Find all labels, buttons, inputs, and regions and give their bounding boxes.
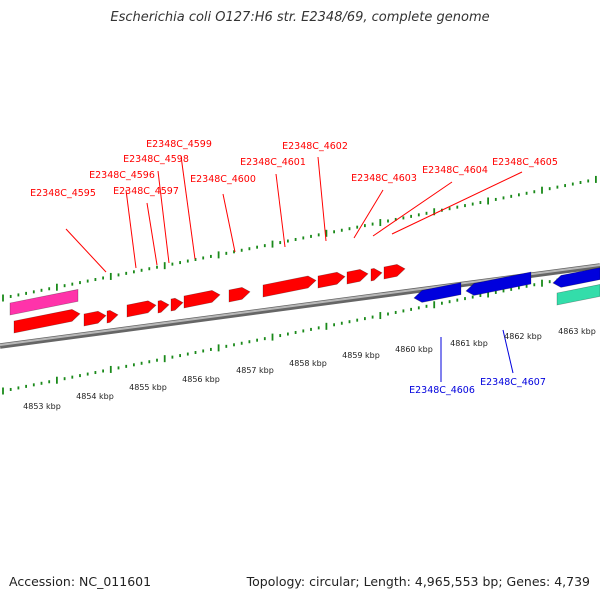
gene-label[interactable]: E2348C_4597 [113, 186, 179, 197]
map-title: Escherichia coli O127:H6 str. E2348/69, … [110, 10, 490, 25]
gene-arrow[interactable] [126, 300, 157, 318]
gene-arrow[interactable] [170, 297, 184, 312]
gene-label-leader [502, 329, 514, 374]
gene-arrow[interactable] [383, 264, 406, 280]
gene-arrow[interactable] [370, 268, 383, 282]
kbp-label: 4862 kbp [504, 332, 542, 341]
gene-label-leader [275, 173, 286, 248]
gene-label[interactable]: E2348C_4603 [351, 173, 417, 184]
gene-arrow[interactable] [262, 275, 317, 298]
kbp-label: 4860 kbp [395, 345, 433, 354]
accession-text: Accession: NC_011601 [9, 574, 152, 589]
gene-arrow[interactable] [83, 310, 107, 327]
upper-tick-track [2, 175, 597, 302]
gene-label[interactable]: E2348C_4598 [123, 154, 189, 165]
gene-arrow-reverse[interactable] [413, 282, 462, 303]
gene-label[interactable]: E2348C_4605 [492, 157, 558, 168]
gene-label-leader [353, 189, 384, 239]
kbp-label: 4861 kbp [450, 339, 488, 348]
kbp-label: 4855 kbp [129, 383, 167, 392]
genome-summary-text: Topology: circular; Length: 4,965,553 bp… [246, 574, 590, 589]
gene-arrow-reverse[interactable] [465, 271, 532, 296]
gene-label[interactable]: E2348C_4600 [190, 174, 256, 185]
gene-label-leader [222, 193, 236, 253]
feature-magenta[interactable] [9, 289, 79, 316]
gene-label[interactable]: E2348C_4596 [89, 170, 155, 181]
gene-label[interactable]: E2348C_4607 [480, 377, 546, 388]
gene-arrow-reverse[interactable] [552, 267, 600, 288]
gene-label-leader [317, 156, 327, 242]
kbp-label: 4857 kbp [236, 366, 274, 375]
label-leader-lines [65, 155, 523, 382]
gene-label-leader [65, 228, 107, 273]
gene-label[interactable]: E2348C_4604 [422, 165, 488, 176]
lower-tick-track [2, 268, 597, 395]
gene-labels[interactable]: E2348C_4595 E2348C_4596 E2348C_4597 E2348C_… [30, 139, 558, 396]
gene-label-leader [180, 155, 196, 260]
kbp-label: 4863 kbp [558, 327, 596, 336]
gene-arrow[interactable] [346, 269, 369, 285]
gene-label-leader [146, 202, 158, 266]
gene-label[interactable]: E2348C_4602 [282, 141, 348, 152]
kbp-label: 4858 kbp [289, 359, 327, 368]
gene-label-leader [372, 181, 453, 237]
gene-features[interactable] [9, 264, 600, 334]
gene-label[interactable]: E2348C_4601 [240, 157, 306, 168]
gene-label-leader [391, 171, 523, 235]
gene-label[interactable]: E2348C_4606 [409, 385, 475, 396]
gene-arrow[interactable] [157, 300, 170, 314]
gene-arrow[interactable] [183, 290, 221, 309]
gene-arrow[interactable] [13, 309, 81, 334]
kbp-scale-labels: 4853 kbp 4854 kbp 4855 kbp 4856 kbp 4857 kbp… [23, 327, 596, 411]
gene-label[interactable]: E2348C_4599 [146, 139, 212, 150]
feature-teal[interactable] [556, 284, 600, 306]
kbp-label: 4853 kbp [23, 402, 61, 411]
kbp-label: 4856 kbp [182, 375, 220, 384]
gene-arrow[interactable] [228, 287, 251, 303]
kbp-label: 4854 kbp [76, 392, 114, 401]
gene-label-leader [157, 170, 170, 264]
kbp-label: 4859 kbp [342, 351, 380, 360]
gene-arrow[interactable] [106, 310, 119, 324]
gene-arrow[interactable] [317, 271, 346, 289]
gene-label[interactable]: E2348C_4595 [30, 188, 96, 199]
gene-label-leader [125, 189, 137, 269]
